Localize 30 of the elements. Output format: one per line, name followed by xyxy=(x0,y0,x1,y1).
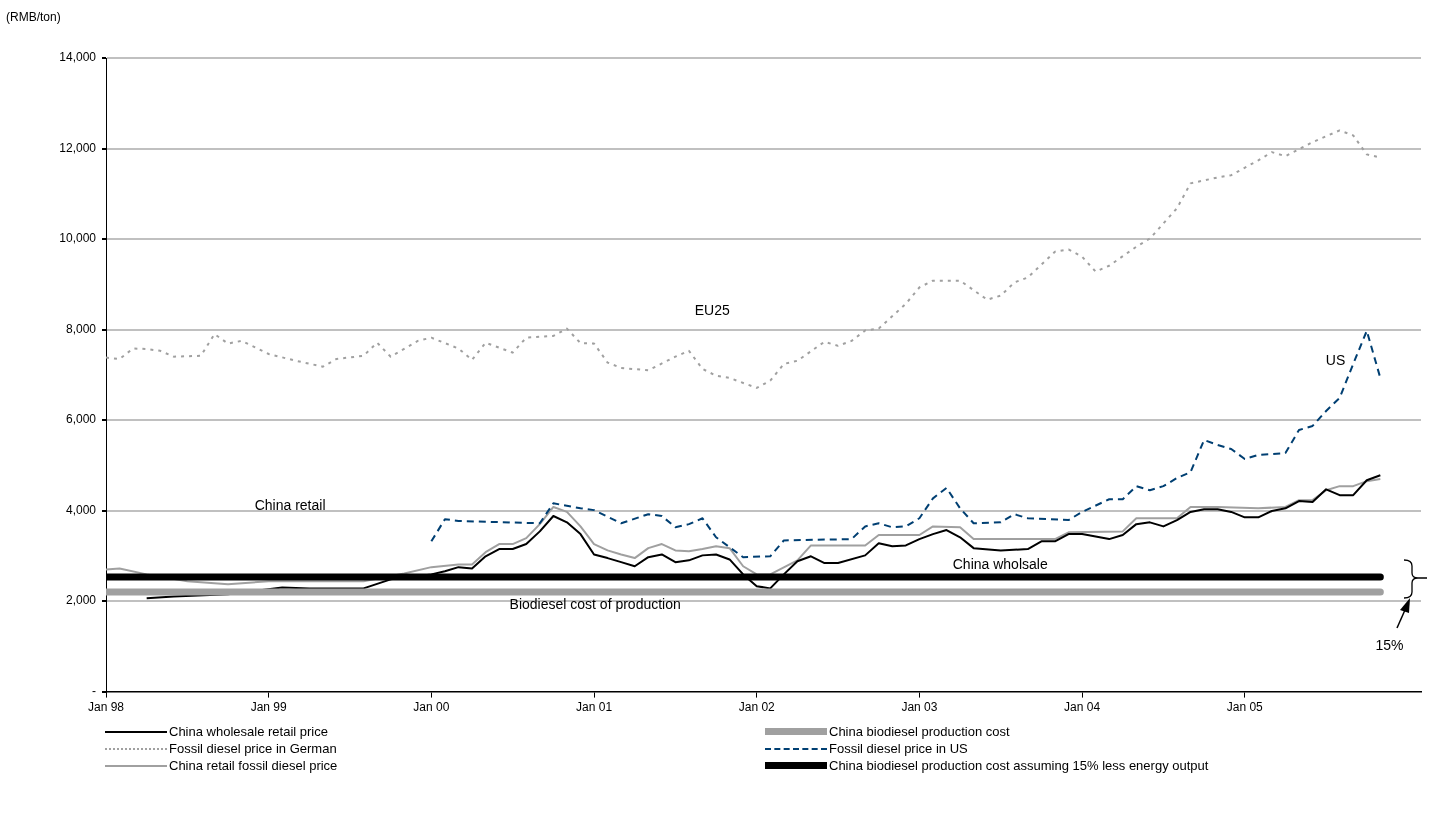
legend-label: Fossil diesel price in US xyxy=(829,741,968,756)
x-tick-label: Jan 04 xyxy=(1064,700,1101,715)
y-tick-label: 14,000 xyxy=(59,50,97,65)
y-tick-label: 10,000 xyxy=(59,231,97,246)
x-tick-label: Jan 98 xyxy=(87,700,125,715)
annotation: EU25 xyxy=(694,302,730,319)
y-tick-label: 12,000 xyxy=(59,140,97,155)
annotation: China retail xyxy=(254,496,326,513)
x-tick-label: Jan 01 xyxy=(576,700,613,715)
y-tick-label: 6,000 xyxy=(65,412,97,427)
y-tick-label: 4,000 xyxy=(65,502,97,517)
line-series xyxy=(430,329,1382,559)
legend-label: China biodiesel production cost assuming 15% less energy output xyxy=(829,758,1209,773)
y-tick-label: - xyxy=(92,683,96,698)
annotation: 15% xyxy=(1375,637,1404,654)
legend-label: China retail fossil diesel price xyxy=(169,758,338,773)
x-tick-label: Jan 00 xyxy=(413,700,450,715)
y-tick-label: 8,000 xyxy=(65,321,97,336)
y-axis-title: (RMB/ton) xyxy=(6,10,61,25)
annotation: US xyxy=(1325,351,1346,368)
legend-label: China wholesale retail price xyxy=(169,724,328,739)
legend-label: China biodiesel production cost xyxy=(829,724,1010,739)
legend-label: Fossil diesel price in German xyxy=(169,741,337,756)
annotation: China wholsale xyxy=(952,555,1048,572)
x-tick-label: Jan 05 xyxy=(1226,700,1264,715)
x-tick-label: Jan 99 xyxy=(250,700,288,715)
x-tick-label: Jan 03 xyxy=(901,700,938,715)
annotation: Biodiesel cost of production xyxy=(509,596,681,613)
x-tick-label: Jan 02 xyxy=(738,700,776,715)
y-tick-label: 2,000 xyxy=(65,593,97,608)
